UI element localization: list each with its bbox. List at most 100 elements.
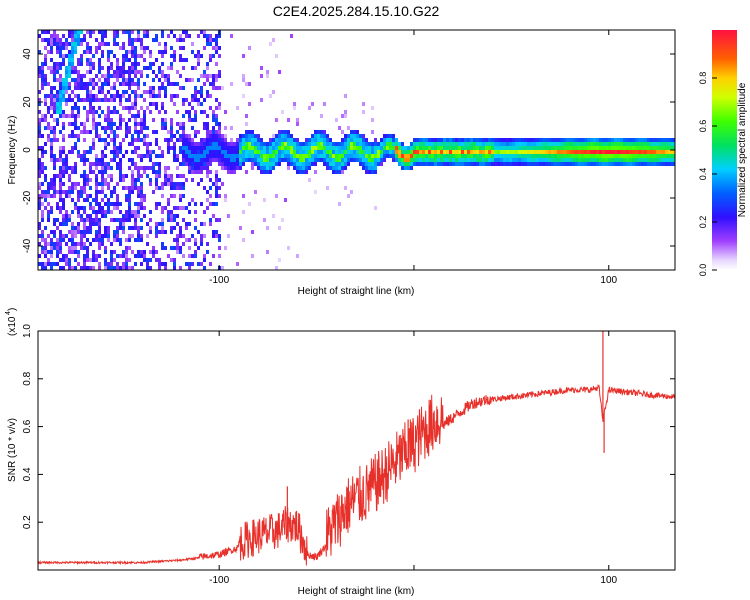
- heatmap-cell: [77, 250, 80, 254]
- heatmap-cell: [422, 138, 425, 142]
- heatmap-cell: [131, 134, 134, 138]
- heatmap-cell: [512, 150, 515, 154]
- heatmap-cell: [41, 134, 44, 138]
- heatmap-cell: [80, 58, 83, 62]
- heatmap-cell: [545, 138, 548, 142]
- heatmap-cell: [80, 98, 83, 102]
- heatmap-cell: [518, 146, 521, 150]
- heatmap-cell: [125, 266, 128, 270]
- heatmap-cell: [362, 134, 365, 138]
- heatmap-cell: [269, 146, 272, 150]
- heatmap-cell: [44, 126, 47, 130]
- heatmap-cell: [623, 158, 626, 162]
- heatmap-cell: [518, 142, 521, 146]
- heatmap-cell: [128, 78, 131, 82]
- heatmap-cell: [200, 150, 203, 154]
- heatmap-cell: [560, 146, 563, 150]
- heatmap-cell: [311, 134, 314, 138]
- heatmap-cell: [41, 162, 44, 166]
- heatmap-cell: [74, 118, 77, 122]
- heatmap-cell: [212, 82, 215, 86]
- heatmap-cell: [548, 142, 551, 146]
- heatmap-cell: [296, 162, 299, 166]
- heatmap-cell: [179, 206, 182, 210]
- heatmap-cell: [329, 154, 332, 158]
- snr-series-line: [38, 383, 675, 566]
- heatmap-cell: [98, 182, 101, 186]
- heatmap-cell: [74, 182, 77, 186]
- heatmap-cell: [110, 242, 113, 246]
- heatmap-cell: [59, 230, 62, 234]
- heatmap-cell: [68, 190, 71, 194]
- heatmap-cell: [110, 94, 113, 98]
- heatmap-cell: [107, 186, 110, 190]
- heatmap-cell: [125, 78, 128, 82]
- heatmap-cell: [266, 70, 269, 74]
- heatmap-cell: [182, 234, 185, 238]
- heatmap-cell: [47, 66, 50, 70]
- heatmap-cell: [344, 186, 347, 190]
- heatmap-cell: [506, 154, 509, 158]
- heatmap-cell: [206, 158, 209, 162]
- heatmap-cell: [98, 86, 101, 90]
- heatmap-cell: [170, 178, 173, 182]
- heatmap-cell: [62, 114, 65, 118]
- heatmap-cell: [401, 162, 404, 166]
- heatmap-cell: [260, 138, 263, 142]
- heatmap-cell: [239, 134, 242, 138]
- heatmap-cell: [164, 46, 167, 50]
- heatmap-cell: [632, 146, 635, 150]
- heatmap-cell: [293, 138, 296, 142]
- heatmap-cell: [218, 178, 221, 182]
- heatmap-cell: [65, 194, 68, 198]
- heatmap-cell: [47, 242, 50, 246]
- heatmap-cell: [194, 86, 197, 90]
- heatmap-cell: [629, 154, 632, 158]
- heatmap-cell: [65, 114, 68, 118]
- heatmap-cell: [491, 142, 494, 146]
- heatmap-cell: [395, 154, 398, 158]
- heatmap-cell: [206, 138, 209, 142]
- heatmap-cell: [494, 158, 497, 162]
- heatmap-cell: [158, 86, 161, 90]
- heatmap-cell: [56, 174, 59, 178]
- heatmap-cell: [641, 146, 644, 150]
- heatmap-cell: [65, 154, 68, 158]
- heatmap-cell: [167, 34, 170, 38]
- heatmap-cell: [500, 146, 503, 150]
- heatmap-cell: [59, 86, 62, 90]
- heatmap-cell: [173, 94, 176, 98]
- heatmap-cell: [275, 154, 278, 158]
- heatmap-cell: [56, 62, 59, 66]
- heatmap-cell: [383, 138, 386, 142]
- heatmap-cell: [86, 70, 89, 74]
- heatmap-cell: [140, 262, 143, 266]
- heatmap-cell: [590, 150, 593, 154]
- heatmap-cell: [401, 142, 404, 146]
- heatmap-cell: [149, 90, 152, 94]
- heatmap-cell: [245, 114, 248, 118]
- heatmap-cell: [128, 126, 131, 130]
- heatmap-cell: [257, 142, 260, 146]
- heatmap-cell: [350, 158, 353, 162]
- heatmap-cell: [644, 162, 647, 166]
- heatmap-cell: [44, 74, 47, 78]
- heatmap-cell: [392, 134, 395, 138]
- heatmap-cell: [92, 62, 95, 66]
- heatmap-cell: [245, 154, 248, 158]
- heatmap-cell: [215, 78, 218, 82]
- heatmap-cell: [86, 226, 89, 230]
- heatmap-cell: [302, 154, 305, 158]
- heatmap-cell: [146, 174, 149, 178]
- heatmap-cell: [482, 146, 485, 150]
- heatmap-cell: [95, 230, 98, 234]
- heatmap-cell: [215, 118, 218, 122]
- heatmap-cell: [137, 202, 140, 206]
- heatmap-cell: [221, 138, 224, 142]
- heatmap-cell: [62, 150, 65, 154]
- heatmap-cell: [185, 78, 188, 82]
- heatmap-cell: [71, 238, 74, 242]
- heatmap-cell: [128, 98, 131, 102]
- heatmap-cell: [143, 114, 146, 118]
- heatmap-cell: [218, 122, 221, 126]
